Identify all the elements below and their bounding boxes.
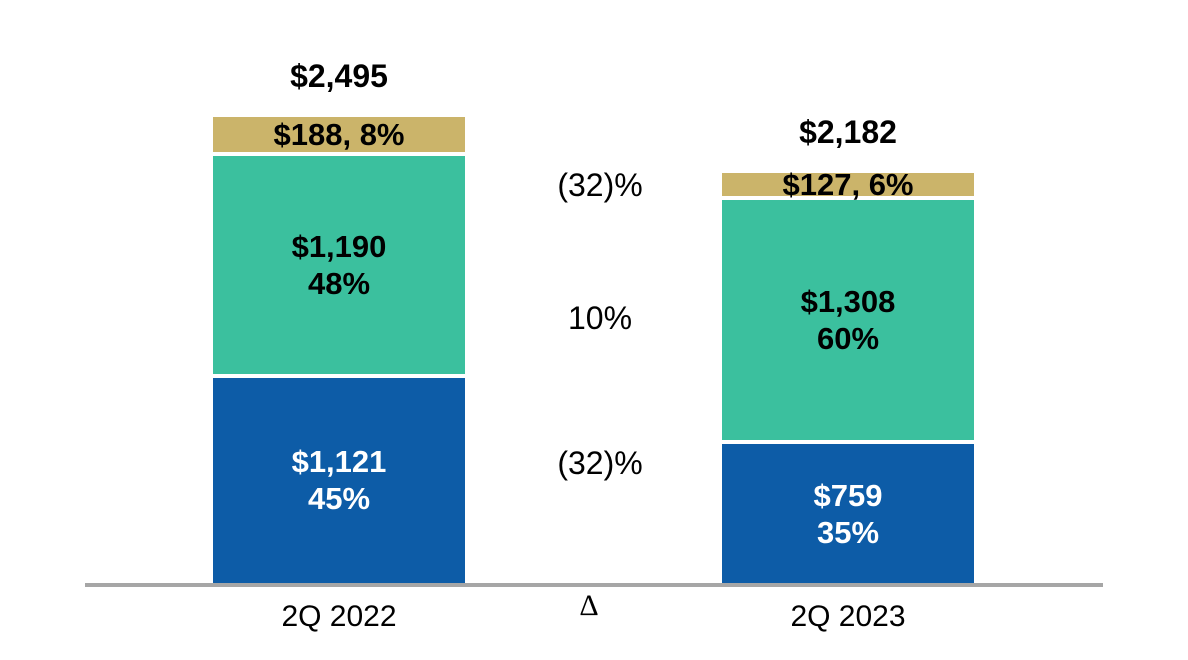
delta-top-segment: (32)% <box>557 167 643 203</box>
segment-percent-text: 35% <box>816 514 880 550</box>
segment-bottom-label: $759 35% <box>814 477 883 551</box>
segment-gap <box>722 196 974 201</box>
segment-top-2q-2022: $188, 8% <box>213 117 465 153</box>
segment-middle-label: $1,190 48% <box>292 228 387 302</box>
segment-value-text: $759 <box>813 477 883 513</box>
segment-value-text: $1,308 <box>800 284 896 320</box>
segment-percent-text: 48% <box>307 265 371 301</box>
segment-top-label: $127, 6% <box>782 167 914 203</box>
segment-middle-2q-2022: $1,190 48% <box>213 155 465 374</box>
segment-bottom-label: $1,121 45% <box>292 443 387 517</box>
segment-top-label: $188, 8% <box>273 117 405 153</box>
total-label-2q-2023: $2,182 <box>799 114 897 151</box>
segment-value-text: $1,121 <box>291 444 387 480</box>
delta-bottom-segment: (32)% <box>557 445 643 481</box>
segment-bottom-2q-2022: $1,121 45% <box>213 377 465 583</box>
segment-top-2q-2023: $127, 6% <box>722 167 974 202</box>
category-label-2q-2023: 2Q 2023 <box>790 600 906 633</box>
segment-gap <box>213 373 465 378</box>
segment-bottom-2q-2023: $759 35% <box>722 444 974 583</box>
x-axis-baseline <box>85 583 1103 587</box>
category-label-2q-2022: 2Q 2022 <box>281 600 397 633</box>
segment-middle-2q-2023: $1,308 60% <box>722 200 974 440</box>
total-label-2q-2022: $2,495 <box>290 58 388 95</box>
segment-gap <box>213 151 465 156</box>
delta-middle-segment: 10% <box>567 300 633 336</box>
delta-symbol: Δ <box>579 589 599 622</box>
bar-group-2q-2022: $2,495 $188, 8% $1,190 48% $1,121 45% <box>213 57 465 583</box>
segment-percent-text: 45% <box>307 481 371 517</box>
segment-middle-label: $1,308 60% <box>801 283 896 357</box>
segment-value-text: $1,190 <box>291 228 387 264</box>
segment-percent-text: 60% <box>816 321 880 357</box>
segment-gap <box>722 440 974 444</box>
bar-group-2q-2023: $2,182 $127, 6% $1,308 60% $759 35% <box>722 113 974 583</box>
